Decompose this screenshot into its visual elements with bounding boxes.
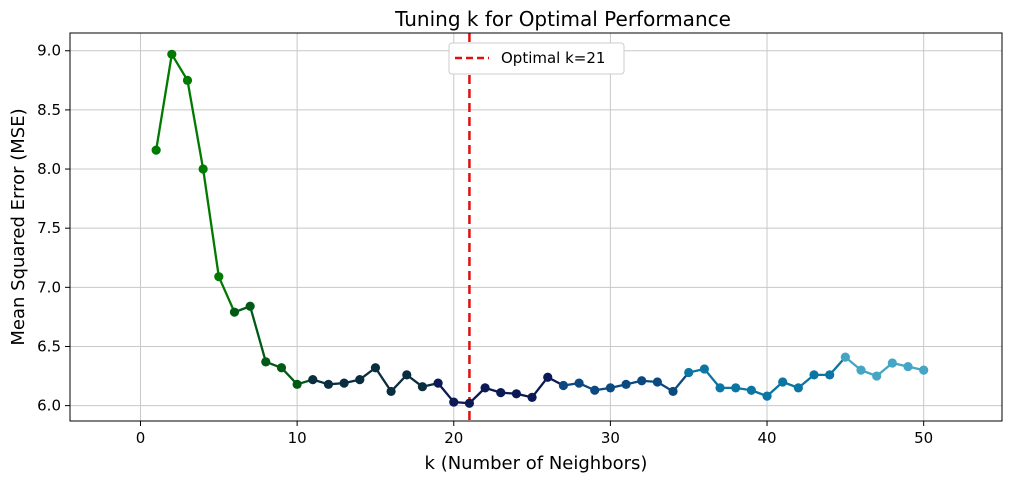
data-point (699, 364, 709, 374)
data-point (433, 378, 443, 388)
x-tick-label: 50 (914, 429, 933, 447)
legend-box (448, 42, 625, 75)
x-tick-label: 20 (444, 429, 463, 447)
x-tick-label: 40 (757, 429, 776, 447)
x-axis-label: k (Number of Neighbors) (425, 453, 648, 474)
series-line-segment (170, 53, 189, 82)
data-point (527, 392, 537, 402)
y-tick-label: 8.5 (37, 101, 61, 119)
data-point (370, 363, 381, 373)
data-point (715, 383, 725, 393)
data-point (229, 307, 240, 317)
data-point (903, 361, 913, 372)
data-point (167, 49, 177, 59)
series-points-layer (151, 49, 929, 408)
y-tick-label: 9.0 (37, 42, 61, 60)
chart-title: Tuning k for Optimal Performance (394, 7, 731, 31)
data-point (840, 352, 850, 362)
data-point (825, 370, 835, 380)
data-point (151, 145, 161, 155)
data-point (511, 389, 522, 399)
data-point (339, 378, 349, 388)
y-axis-label: Mean Squared Error (MSE) (8, 108, 29, 345)
data-point (292, 379, 302, 389)
plot-frame (69, 32, 1003, 422)
x-axis-ticks: 0 10 20 30 40 50 (136, 421, 933, 447)
data-point (746, 385, 756, 395)
data-point (386, 386, 396, 397)
data-point (449, 397, 459, 407)
grid-lines (70, 33, 1002, 421)
legend: Optimal k=21 (448, 42, 625, 75)
data-point (558, 380, 569, 391)
data-point (762, 391, 772, 401)
data-point (417, 382, 428, 392)
y-tick-label: 6.0 (37, 397, 61, 415)
data-point (308, 374, 318, 385)
series-line-segment (248, 305, 267, 364)
data-point (887, 358, 897, 368)
data-point (919, 365, 929, 375)
y-tick-label: 7.0 (37, 278, 61, 296)
data-point (464, 398, 475, 408)
data-point (872, 371, 882, 381)
data-point (480, 383, 490, 393)
data-point (856, 365, 866, 375)
data-point (574, 378, 584, 388)
data-point (652, 377, 662, 387)
data-point (496, 388, 506, 398)
data-point (402, 370, 412, 380)
data-point (245, 301, 255, 311)
y-tick-label: 8.0 (37, 160, 61, 178)
data-point (637, 376, 647, 386)
x-tick-label: 10 (288, 429, 307, 447)
series-line-segment (155, 53, 173, 152)
series-line-segment (201, 167, 220, 278)
series-line-segment (374, 366, 393, 393)
series-line-segment (186, 79, 205, 171)
data-point (668, 386, 678, 397)
data-point (182, 75, 193, 85)
y-axis-ticks: 6.0 6.5 7.0 7.5 8.0 8.5 9.0 (37, 42, 70, 415)
y-tick-label: 6.5 (37, 337, 61, 355)
data-point (214, 272, 224, 282)
x-tick-label: 0 (136, 429, 146, 447)
y-tick-label: 7.5 (37, 219, 61, 237)
legend-label: Optimal k=21 (501, 49, 605, 67)
data-point (621, 379, 631, 389)
data-point (323, 379, 334, 389)
series-line-layer (155, 53, 925, 405)
data-point (261, 357, 271, 367)
data-point (731, 383, 741, 393)
data-point (809, 370, 819, 380)
data-point (276, 363, 287, 373)
data-point (543, 372, 553, 382)
data-point (198, 164, 208, 174)
data-point (590, 385, 600, 395)
data-point (355, 374, 365, 385)
data-point (605, 383, 616, 393)
data-point (684, 367, 694, 378)
series-line-segment (217, 275, 236, 314)
data-point (778, 377, 788, 387)
x-tick-label: 30 (601, 429, 620, 447)
data-point (793, 383, 803, 393)
